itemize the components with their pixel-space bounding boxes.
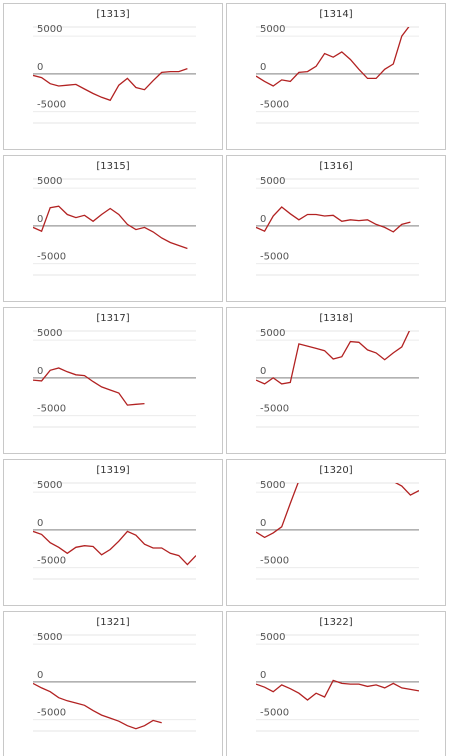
chart-panel: [1317] 5000 0 -5000 [3,307,223,454]
panel-border [226,611,446,756]
y-tick-label: 5000 [260,328,285,339]
y-tick-label: 5000 [260,176,285,187]
y-tick-label: -5000 [260,252,289,263]
y-tick-label: -5000 [260,708,289,719]
y-tick-label: 0 [260,62,266,73]
y-tick-label: 5000 [260,632,285,643]
y-tick-label: 5000 [37,480,62,491]
y-tick-label: 0 [260,518,266,529]
y-tick-label: 0 [260,366,266,377]
chart-panel: [1322] 5000 0 -5000 [226,611,446,756]
data-line [256,679,419,701]
panel-border [3,459,223,606]
data-line [256,27,410,87]
data-line [33,205,188,250]
chart-panel: [1313] 5000 0 -5000 [3,3,223,150]
data-line [33,67,188,102]
y-tick-label: 5000 [260,24,285,35]
y-tick-label: -5000 [37,252,66,263]
chart-title: [1318] [319,313,352,324]
chart-title: [1322] [319,617,352,628]
y-tick-label: -5000 [37,556,66,567]
y-tick-label: -5000 [37,708,66,719]
chart-title: [1317] [96,313,129,324]
y-tick-label: -5000 [37,404,66,415]
y-tick-label: 5000 [37,176,62,187]
y-tick-label: 0 [260,214,266,225]
y-tick-label: -5000 [260,100,289,111]
chart-title: [1316] [319,161,352,172]
chart-panel: [1320] 5000 0 -5000 [226,459,446,606]
chart-panel: [1318] 5000 0 -5000 [226,307,446,454]
y-tick-label: 0 [37,670,43,681]
data-line [256,483,419,539]
y-tick-label: 5000 [37,24,62,35]
y-tick-label: -5000 [260,556,289,567]
data-line [33,367,145,406]
panel-border [3,155,223,302]
panel-border [3,3,223,150]
chart-panel: [1314] 5000 0 -5000 [226,3,446,150]
data-line [33,530,196,566]
y-tick-label: 5000 [260,480,285,491]
chart-title: [1321] [96,617,129,628]
data-line [33,682,162,730]
y-tick-label: 0 [37,366,43,377]
y-tick-label: 0 [260,670,266,681]
chart-panel: [1316] 5000 0 -5000 [226,155,446,302]
y-tick-label: 5000 [37,632,62,643]
panel-border [226,155,446,302]
data-line [256,206,411,233]
y-tick-label: 0 [37,62,43,73]
y-tick-label: 0 [37,518,43,529]
chart-title: [1319] [96,465,129,476]
y-tick-label: 0 [37,214,43,225]
panel-border [226,459,446,606]
y-tick-label: -5000 [37,100,66,111]
chart-panel: [1315] 5000 0 -5000 [3,155,223,302]
data-line [256,331,411,385]
y-tick-label: -5000 [260,404,289,415]
chart-title: [1315] [96,161,129,172]
panel-border [3,611,223,756]
panel-border [226,3,446,150]
chart-panel: [1319] 5000 0 -5000 [3,459,223,606]
chart-panel: [1321] 5000 0 -5000 [3,611,223,756]
y-tick-label: 5000 [37,328,62,339]
chart-title: [1313] [96,9,129,20]
chart-title: [1320] [319,465,352,476]
chart-title: [1314] [319,9,352,20]
